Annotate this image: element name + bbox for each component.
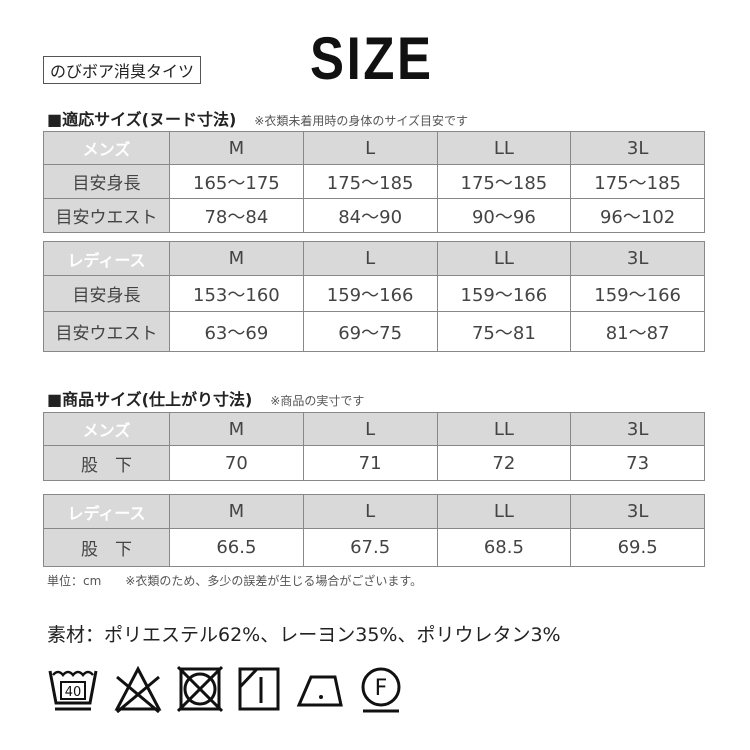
- care-icons: 40 F: [47, 665, 403, 715]
- group-label: レディース: [43, 494, 170, 529]
- page-title: SIZE: [310, 25, 434, 92]
- dry-clean-f-icon: F: [361, 667, 401, 713]
- size-header: LL: [436, 494, 572, 529]
- row-label: 目安ウエスト: [43, 198, 170, 233]
- size-header: L: [302, 131, 438, 165]
- cell-value: 75〜81: [436, 311, 572, 352]
- cell-value: 153〜160: [169, 275, 304, 312]
- cell-value: 175〜185: [436, 164, 572, 199]
- group-label: メンズ: [43, 412, 170, 446]
- material: 素材：ポリエステル62%、レーヨン35%、ポリウレタン3%: [47, 624, 561, 646]
- section-nude-size: ■適応サイズ(ヌード寸法) ※衣類未着用時の身体のサイズ目安です: [47, 106, 468, 130]
- size-header: 3L: [570, 241, 705, 276]
- cell-value: 84〜90: [302, 198, 438, 233]
- nude-womens-table: レディース M L LL 3L 目安身長 153〜160 159〜166 159〜166 159〜…: [43, 241, 705, 352]
- row-label: 股 下: [43, 445, 170, 481]
- cell-value: 69.5: [570, 528, 705, 567]
- line-dry-shade-icon: [238, 667, 280, 711]
- cell-value: 63〜69: [169, 311, 304, 352]
- table-row: 目安身長 153〜160 159〜166 159〜166 159〜166: [43, 275, 705, 312]
- row-label: 目安身長: [43, 164, 170, 199]
- size-header: LL: [436, 131, 572, 165]
- row-label: 股 下: [43, 528, 170, 567]
- cell-value: 165〜175: [169, 164, 304, 199]
- size-header: M: [169, 494, 304, 529]
- size-header: 3L: [570, 494, 705, 529]
- cell-value: 78〜84: [169, 198, 304, 233]
- no-bleach-icon: [114, 665, 162, 713]
- cell-value: 159〜166: [302, 275, 438, 312]
- cell-value: 69〜75: [302, 311, 438, 352]
- wash-temp: 40: [65, 685, 82, 700]
- size-header: 3L: [570, 412, 705, 446]
- size-header: M: [169, 412, 304, 446]
- product-mens-table: メンズ M L LL 3L 股 下 70 71 72 73: [43, 412, 705, 481]
- cell-value: 72: [436, 445, 572, 481]
- dry-clean-letter: F: [375, 676, 388, 701]
- cell-value: 159〜166: [436, 275, 572, 312]
- size-header: M: [169, 241, 304, 276]
- cell-value: 96〜102: [570, 198, 705, 233]
- group-label: メンズ: [43, 131, 170, 165]
- section-note: ※衣類未着用時の身体のサイズ目安です: [254, 114, 468, 128]
- product-name: のびボア消臭タイツ: [43, 56, 202, 84]
- size-header: L: [302, 412, 438, 446]
- size-header: L: [302, 241, 438, 276]
- section-title: ■適応サイズ(ヌード寸法): [47, 110, 237, 129]
- section-title: ■商品サイズ(仕上がり寸法): [47, 390, 253, 409]
- size-header: LL: [436, 412, 572, 446]
- row-label: 目安ウエスト: [43, 311, 170, 352]
- size-header: 3L: [570, 131, 705, 165]
- table-row: 股 下 66.5 67.5 68.5 69.5: [43, 528, 705, 567]
- size-header: LL: [436, 241, 572, 276]
- cell-value: 175〜185: [570, 164, 705, 199]
- cell-value: 70: [169, 445, 304, 481]
- product-womens-table: レディース M L LL 3L 股 下 66.5 67.5 68.5 69.5: [43, 494, 705, 567]
- cell-value: 90〜96: [436, 198, 572, 233]
- cell-value: 81〜87: [570, 311, 705, 352]
- table-row: 股 下 70 71 72 73: [43, 445, 705, 481]
- table-row: 目安ウエスト 78〜84 84〜90 90〜96 96〜102: [43, 198, 705, 233]
- unit-note: 単位：cm ※衣類のため、多少の誤差が生じる場合がございます。: [47, 574, 423, 588]
- table-row: 目安ウエスト 63〜69 69〜75 75〜81 81〜87: [43, 311, 705, 352]
- table-row: 目安身長 165〜175 175〜185 175〜185 175〜185: [43, 164, 705, 199]
- cell-value: 68.5: [436, 528, 572, 567]
- cell-value: 159〜166: [570, 275, 705, 312]
- size-header: L: [302, 494, 438, 529]
- no-tumble-dry-icon: [177, 665, 223, 713]
- cell-value: 66.5: [169, 528, 304, 567]
- cell-value: 73: [570, 445, 705, 481]
- iron-low-icon: [296, 675, 343, 707]
- cell-value: 175〜185: [302, 164, 438, 199]
- section-note: ※商品の実寸です: [270, 394, 365, 408]
- cell-value: 67.5: [302, 528, 438, 567]
- row-label: 目安身長: [43, 275, 170, 312]
- cell-value: 71: [302, 445, 438, 481]
- size-header: M: [169, 131, 304, 165]
- wash-40-icon: 40: [48, 670, 98, 711]
- nude-mens-table: メンズ M L LL 3L 目安身長 165〜175 175〜185 175〜185 175〜18…: [43, 131, 705, 233]
- group-label: レディース: [43, 241, 170, 276]
- section-product-size: ■商品サイズ(仕上がり寸法) ※商品の実寸です: [47, 386, 364, 410]
